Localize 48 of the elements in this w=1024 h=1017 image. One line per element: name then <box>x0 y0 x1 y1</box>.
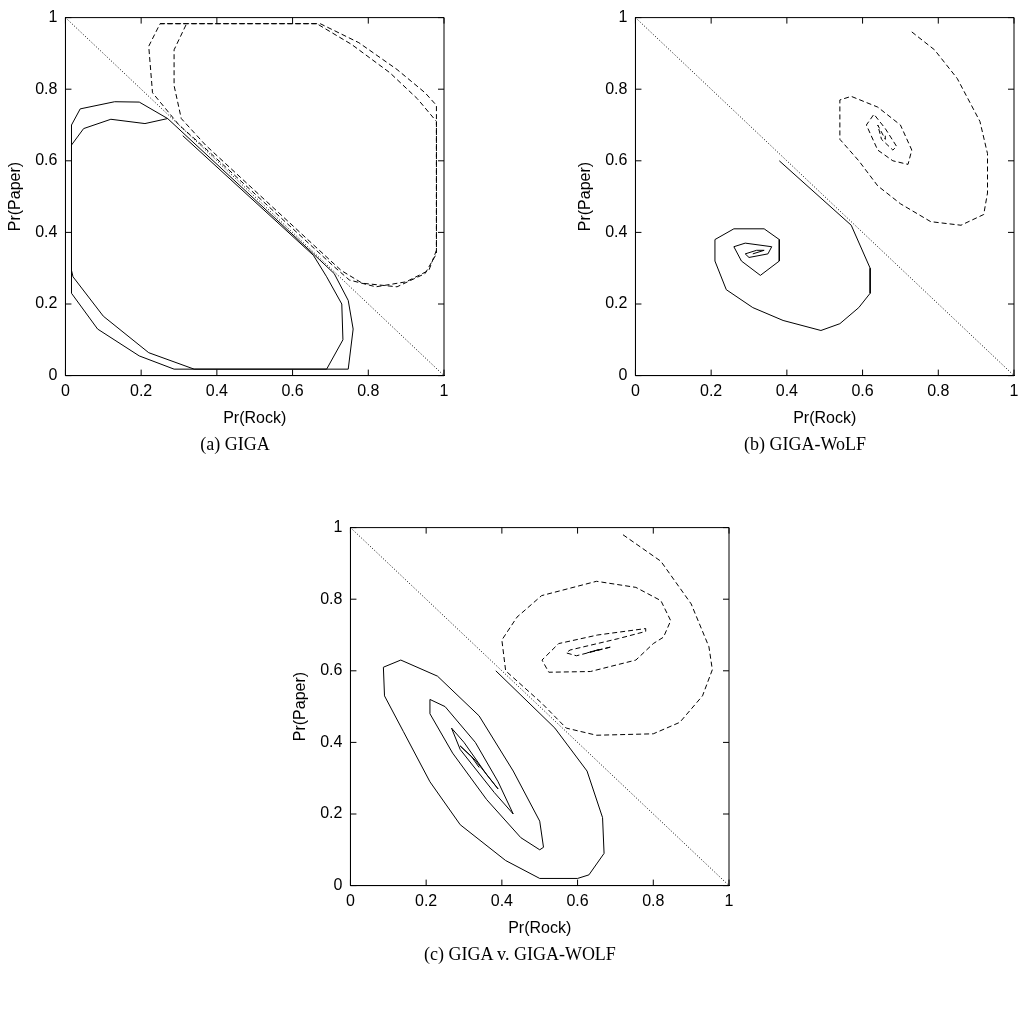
text: (b) GIGA-WoLF <box>743 434 867 455</box>
y-tick-label: 1 <box>48 8 58 26</box>
line-series <box>148 23 437 288</box>
y-tick-label: 0.6 <box>35 151 58 169</box>
x-tick-label: 1 <box>439 381 449 399</box>
y-tick-label: 1 <box>333 518 343 536</box>
y-tick-label: 0.8 <box>35 79 58 97</box>
x-tick-label: 0.4 <box>490 891 514 909</box>
y-tick-label: 0 <box>333 876 343 894</box>
x-tick-label: 0.4 <box>205 381 229 399</box>
y-tick-label: 0.4 <box>605 222 628 240</box>
y-tick-label: 0.6 <box>320 661 343 679</box>
x-tick-label: 0 <box>630 381 640 399</box>
x-axis-title: Pr(Rock) <box>508 918 572 936</box>
x-axis-title: Pr(Rock) <box>793 408 857 426</box>
y-tick-label: 0.8 <box>605 79 628 97</box>
x-tick-label: 0.4 <box>775 381 799 399</box>
x-tick-label: 0 <box>60 381 70 399</box>
y-tick-label: 0.2 <box>35 294 58 312</box>
y-tick-label: 0.4 <box>320 732 343 750</box>
line-series <box>501 534 713 736</box>
x-tick-label: 0.6 <box>281 381 304 399</box>
x-tick-label: 1 <box>724 891 734 909</box>
x-tick-label: 0.8 <box>642 891 665 909</box>
y-tick-label: 0.2 <box>605 294 628 312</box>
text: (a) GIGA <box>199 434 271 455</box>
y-axis-title: Pr(Paper) <box>291 671 309 742</box>
x-tick-label: 1 <box>1009 381 1019 399</box>
x-tick-label: 0.8 <box>927 381 950 399</box>
y-tick-label: 0 <box>618 366 628 384</box>
y-tick-label: 0.6 <box>605 151 628 169</box>
y-tick-label: 1 <box>618 8 628 26</box>
text: (c) GIGA v. GIGA-WOLF <box>423 944 617 965</box>
x-tick-label: 0.6 <box>851 381 874 399</box>
line-series <box>839 31 988 226</box>
x-tick-label: 0.6 <box>566 891 589 909</box>
y-axis-title: Pr(Paper) <box>6 161 24 232</box>
x-tick-label: 0.2 <box>415 891 438 909</box>
x-axis-title: Pr(Rock) <box>223 408 287 426</box>
x-tick-label: 0 <box>345 891 355 909</box>
y-axis-title: Pr(Paper) <box>576 161 594 232</box>
y-tick-label: 0.2 <box>320 804 343 822</box>
y-tick-label: 0.4 <box>35 222 58 240</box>
y-tick-label: 0 <box>48 366 58 384</box>
x-tick-label: 0.2 <box>130 381 153 399</box>
x-tick-label: 0.2 <box>700 381 723 399</box>
y-tick-label: 0.8 <box>320 589 343 607</box>
x-tick-label: 0.8 <box>357 381 380 399</box>
